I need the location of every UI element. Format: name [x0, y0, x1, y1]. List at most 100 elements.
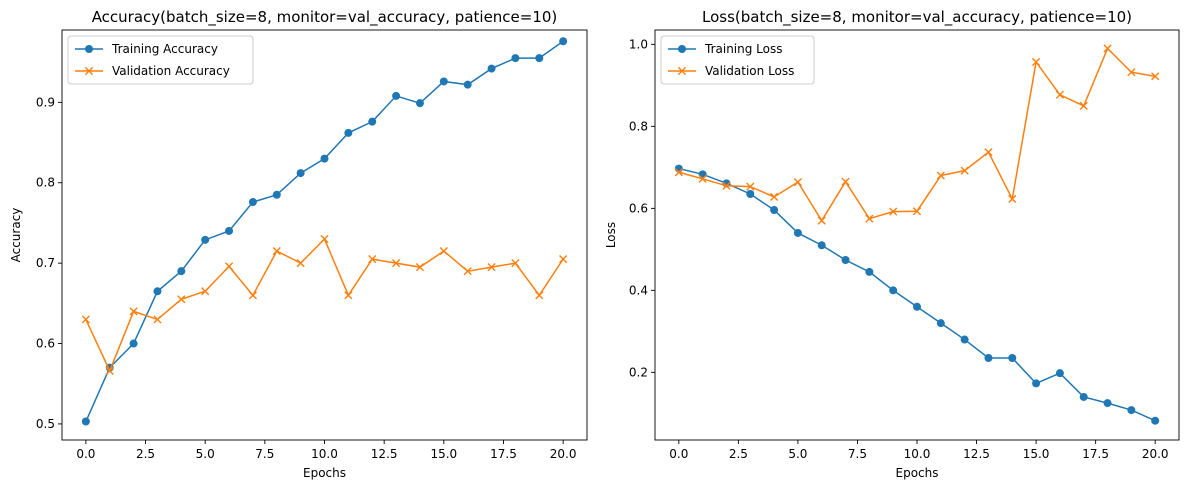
data-point	[225, 226, 234, 235]
data-point	[1055, 90, 1065, 99]
y-tick-label: 0.7	[36, 256, 55, 270]
data-point	[81, 417, 90, 426]
chart-title: Loss(batch_size=8, monitor=val_accuracy,…	[702, 8, 1132, 27]
x-axis-label: Epochs	[896, 466, 939, 480]
data-point	[559, 255, 568, 264]
series-validation-loss	[674, 44, 1160, 225]
data-point	[463, 267, 472, 276]
legend: Training Loss Validation Loss	[660, 35, 815, 85]
y-tick-label: 0.2	[629, 365, 648, 379]
loss-chart: Loss(batch_size=8, monitor=val_accuracy,…	[604, 8, 1180, 480]
data-point	[1008, 354, 1017, 362]
data-point	[201, 235, 210, 244]
data-point	[1103, 44, 1112, 53]
data-point	[674, 168, 683, 177]
data-point	[817, 216, 826, 225]
x-tick-label: 20.0	[1142, 447, 1169, 461]
data-point	[793, 178, 803, 187]
series-training-loss	[674, 164, 1160, 425]
x-tick-label: 17.5	[490, 447, 517, 461]
data-point	[129, 307, 138, 316]
data-point	[511, 54, 520, 63]
data-point	[1127, 406, 1136, 415]
data-point	[105, 366, 114, 375]
data-point	[1151, 416, 1160, 425]
y-tick-label: 1.0	[629, 37, 648, 51]
legend-box	[660, 35, 815, 85]
data-point	[960, 335, 969, 344]
legend-label: Validation Accuracy	[112, 64, 230, 78]
series-training-accuracy	[81, 37, 568, 426]
data-point	[913, 302, 921, 311]
data-point	[535, 54, 544, 63]
data-point	[391, 259, 401, 268]
data-point	[153, 315, 162, 324]
legend-item-training-accuracy: Training Accuracy	[75, 42, 218, 56]
plot-frame	[654, 29, 1180, 441]
data-point	[153, 287, 162, 296]
x-tick-label: 0.0	[76, 447, 95, 461]
data-point	[865, 267, 874, 276]
x-tick-label: 10.0	[311, 447, 338, 461]
y-tick-label: 0.6	[36, 337, 55, 351]
x-tick-label: 12.5	[963, 447, 990, 461]
data-point	[177, 295, 186, 304]
legend-label: Training Accuracy	[111, 42, 218, 56]
data-point	[224, 262, 234, 271]
data-point	[535, 291, 544, 300]
x-tick-label: 7.5	[848, 447, 867, 461]
plot-frame	[61, 29, 588, 441]
data-point	[912, 207, 922, 216]
data-point	[320, 234, 329, 244]
legend-marker	[678, 45, 686, 53]
data-point	[177, 267, 186, 276]
y-tick-label: 0.8	[36, 176, 55, 190]
data-point	[248, 198, 257, 207]
legend-marker	[85, 45, 93, 53]
data-point	[1008, 194, 1017, 204]
data-point	[936, 319, 945, 328]
data-point	[1151, 72, 1160, 81]
data-point	[368, 255, 377, 264]
data-point	[746, 182, 755, 191]
data-point	[817, 241, 826, 250]
chart-title: Accuracy(batch_size=8, monitor=val_accur…	[92, 8, 558, 27]
data-point	[296, 169, 305, 178]
y-tick-label: 0.8	[629, 119, 648, 133]
data-point	[984, 148, 993, 157]
y-tick-label: 0.6	[629, 201, 648, 215]
data-point	[439, 246, 448, 256]
x-tick-label: 17.5	[1082, 447, 1109, 461]
data-point	[415, 99, 424, 108]
data-point	[936, 171, 945, 180]
data-point	[1032, 379, 1041, 388]
legend-label: Training Loss	[704, 42, 782, 56]
legend: Training Accuracy Validation Accuracy	[67, 35, 254, 85]
y-tick-label: 0.9	[36, 95, 55, 109]
data-point	[487, 263, 496, 272]
data-point	[841, 177, 850, 186]
data-point	[344, 128, 353, 137]
data-point	[1079, 392, 1088, 401]
data-point	[392, 91, 401, 100]
data-point	[770, 205, 779, 214]
x-tick-label: 10.0	[904, 447, 931, 461]
data-point	[487, 64, 496, 73]
y-tick-label: 0.4	[629, 283, 648, 297]
y-axis-label: Loss	[604, 222, 618, 248]
data-point	[1127, 68, 1136, 77]
y-axis-label: Accuracy	[9, 208, 23, 263]
data-point	[698, 174, 707, 183]
x-tick-label: 7.5	[255, 447, 274, 461]
data-point	[344, 291, 353, 300]
x-tick-label: 0.0	[669, 447, 688, 461]
data-point	[793, 228, 802, 237]
legend-box	[67, 35, 254, 85]
data-point	[1055, 369, 1064, 378]
x-axis-label: Epochs	[303, 466, 346, 480]
data-point	[272, 246, 281, 256]
data-point	[248, 291, 258, 300]
data-point	[769, 192, 779, 201]
x-tick-label: 12.5	[371, 447, 398, 461]
data-point	[1031, 57, 1041, 67]
